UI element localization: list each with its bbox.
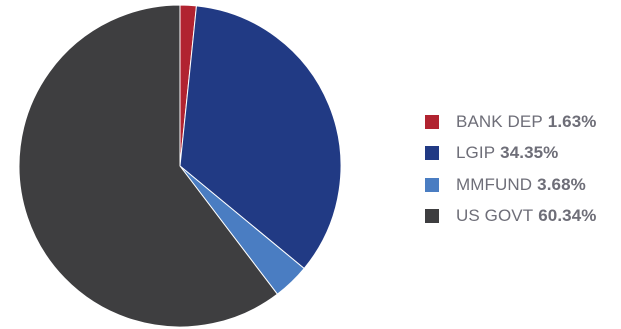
chart-legend: BANK DEP 1.63% LGIP 34.35% MMFUND 3.68% US … [425,106,596,232]
legend-label-us-govt: US GOVT [456,206,534,226]
legend-item-lgip: LGIP 34.35% [425,138,596,170]
legend-item-us-govt: US GOVT 60.34% [425,201,596,233]
legend-swatch-us-govt [425,209,439,224]
legend-value-lgip: 34.35% [500,143,559,163]
pie-slice-us-govt [18,4,278,328]
legend-swatch-bank-dep [425,114,439,129]
legend-value-mmfund: 3.68% [537,174,586,194]
pie-slice-lgip [179,5,342,269]
legend-swatch-mmfund [425,177,439,192]
legend-item-mmfund: MMFUND 3.68% [425,169,596,201]
legend-label-mmfund: MMFUND [456,174,533,194]
legend-swatch-lgip [425,146,439,161]
legend-item-bank-dep: BANK DEP 1.63% [425,106,596,138]
pie-chart [18,4,342,328]
legend-value-us-govt: 60.34% [538,206,597,226]
legend-value-bank-dep: 1.63% [547,111,597,131]
legend-label-lgip: LGIP [456,143,496,163]
legend-label-bank-dep: BANK DEP [456,111,543,131]
